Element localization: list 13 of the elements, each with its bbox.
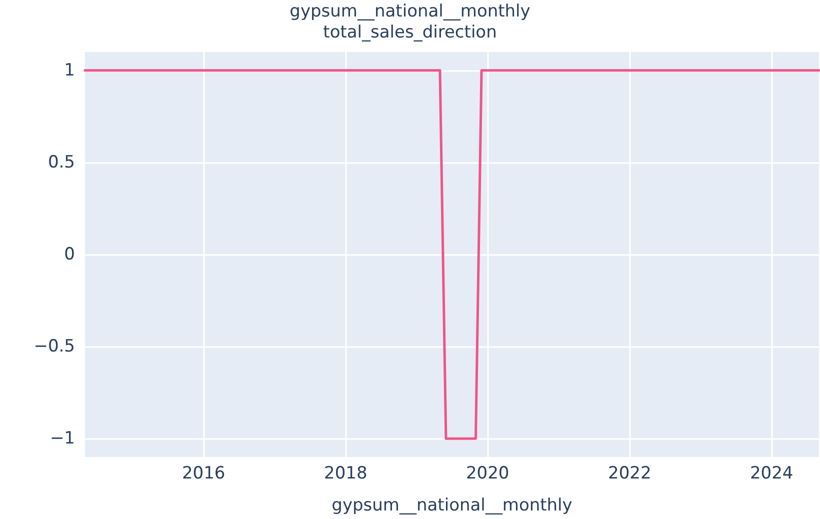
x-axis-title: gypsum__national__monthly — [332, 496, 572, 516]
y-tick-label: 0 — [64, 244, 75, 264]
x-tick-label: 2020 — [466, 464, 510, 484]
y-tick-label: 1 — [64, 60, 75, 80]
x-tick-label: 2018 — [324, 464, 368, 484]
x-tick-label: 2022 — [608, 464, 652, 484]
y-tick-label: −0.5 — [34, 336, 75, 357]
chart-title: gypsum__national__monthly — [290, 2, 530, 22]
chart-subtitle: total_sales_direction — [323, 22, 497, 42]
y-tick-label: 0.5 — [48, 152, 75, 172]
x-tick-label: 2024 — [750, 464, 794, 484]
y-tick-label: −1 — [50, 428, 75, 449]
x-tick-label: 2016 — [182, 464, 226, 484]
